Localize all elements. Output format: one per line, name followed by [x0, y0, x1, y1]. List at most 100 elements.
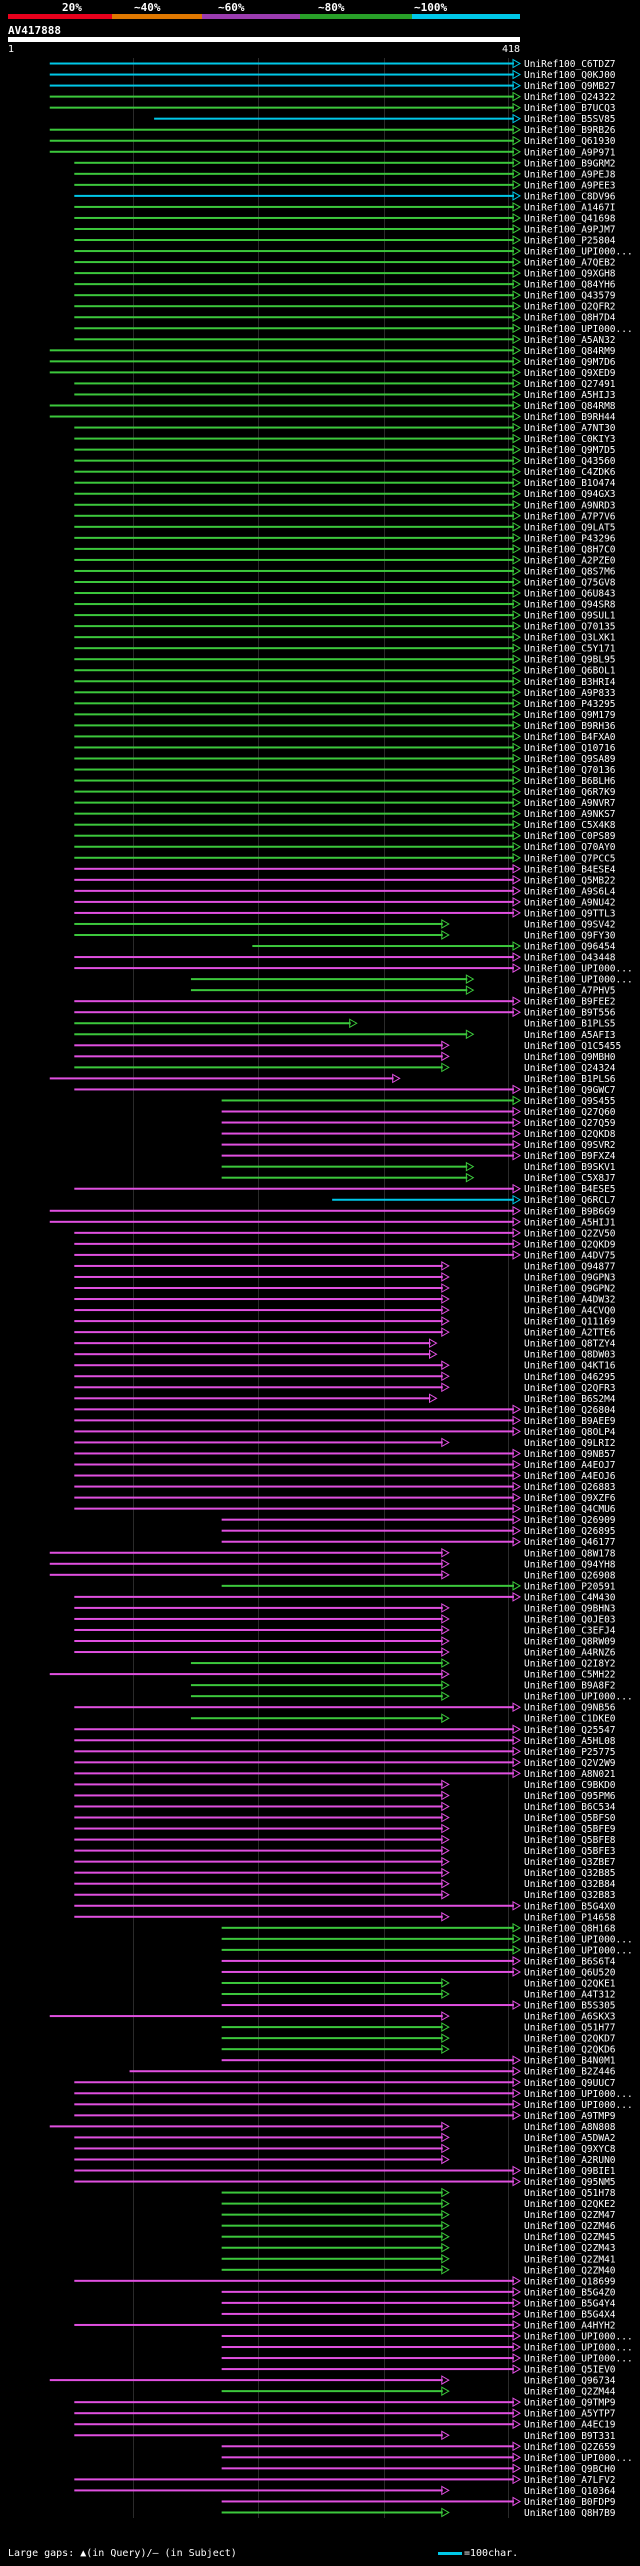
hit-row[interactable]: UniRef100_Q9MBH0 — [74, 1051, 616, 1063]
hit-bar[interactable] — [49, 150, 515, 153]
hit-row[interactable]: UniRef100_B9T331 — [74, 2430, 616, 2442]
hit-label[interactable]: UniRef100_C6TDZ7 — [524, 59, 616, 70]
hit-row[interactable]: UniRef100_UPI000... — [221, 2342, 633, 2354]
hit-label[interactable]: UniRef100_P25804 — [524, 236, 616, 247]
hit-bar[interactable] — [74, 1320, 443, 1323]
hit-label[interactable]: UniRef100_Q9BHN3 — [524, 1603, 616, 1614]
hit-row[interactable]: UniRef100_A5AN32 — [74, 334, 616, 346]
hit-row[interactable]: UniRef100_Q5BFE3 — [74, 1845, 616, 1857]
hit-label[interactable]: UniRef100_A5HL08 — [524, 1736, 616, 1747]
hit-bar[interactable] — [74, 2103, 514, 2106]
hit-label[interactable]: UniRef100_B9RH44 — [524, 412, 616, 423]
hit-label[interactable]: UniRef100_A6SKX3 — [524, 2012, 616, 2023]
hit-label[interactable]: UniRef100_Q5MB22 — [524, 875, 616, 886]
hit-row[interactable]: UniRef100_B3HRI4 — [74, 676, 616, 688]
hit-row[interactable]: UniRef100_Q10364 — [74, 2485, 616, 2497]
hit-bar[interactable] — [49, 95, 515, 98]
hit-row[interactable]: UniRef100_Q2ZV50 — [74, 1227, 616, 1239]
hit-bar[interactable] — [49, 1220, 515, 1223]
hit-row[interactable]: UniRef100_Q32B83 — [74, 1889, 616, 1901]
hit-bar[interactable] — [74, 1253, 514, 1256]
hit-bar[interactable] — [49, 106, 515, 109]
hit-row[interactable]: UniRef100_UPI000... — [190, 974, 633, 986]
hit-row[interactable]: UniRef100_Q9M7D6 — [49, 356, 616, 368]
hit-label[interactable]: UniRef100_Q6BOL1 — [524, 666, 616, 677]
hit-label[interactable]: UniRef100_C5X8J7 — [524, 1173, 616, 1184]
hit-label[interactable]: UniRef100_Q95PM6 — [524, 1791, 616, 1802]
hit-bar[interactable] — [74, 1882, 443, 1885]
hit-bar[interactable] — [74, 1739, 514, 1742]
hit-label[interactable]: UniRef100_Q2QKD6 — [524, 2045, 616, 2056]
hit-label[interactable]: UniRef100_Q27Q59 — [524, 1118, 616, 1129]
hit-bar[interactable] — [252, 945, 514, 948]
hit-row[interactable]: UniRef100_A4T312 — [221, 1989, 616, 2001]
hit-bar[interactable] — [74, 1187, 514, 1190]
hit-bar[interactable] — [74, 227, 514, 230]
hit-row[interactable]: UniRef100_Q0JE03 — [74, 1614, 616, 1625]
hit-row[interactable]: UniRef100_A9TMP9 — [74, 2110, 616, 2122]
hit-bar[interactable] — [74, 713, 514, 716]
hit-row[interactable]: UniRef100_B1O474 — [74, 477, 616, 489]
hit-label[interactable]: UniRef100_Q9FY30 — [524, 930, 616, 941]
hit-label[interactable]: UniRef100_Q70AY0 — [524, 842, 616, 853]
hit-bar[interactable] — [74, 1397, 431, 1400]
hit-label[interactable]: UniRef100_Q5BFE9 — [524, 1824, 616, 1835]
hit-row[interactable]: UniRef100_Q9GPN3 — [74, 1272, 616, 1283]
hit-bar[interactable] — [74, 691, 514, 694]
hit-label[interactable]: UniRef100_UPI000... — [524, 1934, 633, 1945]
hit-bar[interactable] — [221, 1176, 468, 1179]
hit-bar[interactable] — [221, 2037, 443, 2040]
hit-label[interactable]: UniRef100_Q84RM9 — [524, 346, 616, 357]
hit-bar[interactable] — [74, 393, 514, 396]
hit-row[interactable]: UniRef100_C6TDZ7 — [49, 58, 616, 70]
hit-label[interactable]: UniRef100_B2Z446 — [524, 2067, 616, 2078]
hit-bar[interactable] — [221, 2334, 514, 2337]
hit-label[interactable]: UniRef100_C5MH22 — [524, 1670, 616, 1681]
hit-label[interactable]: UniRef100_A5DWA2 — [524, 2133, 616, 2144]
hit-bar[interactable] — [190, 1684, 443, 1687]
hit-label[interactable]: UniRef100_Q51H78 — [524, 2188, 616, 2199]
hit-bar[interactable] — [49, 1573, 443, 1576]
hit-label[interactable]: UniRef100_Q9LRI2 — [524, 1438, 616, 1449]
hit-bar[interactable] — [74, 1264, 443, 1267]
hit-bar[interactable] — [49, 128, 515, 131]
hit-row[interactable]: UniRef100_Q9XED9 — [49, 367, 616, 379]
hit-bar[interactable] — [221, 2235, 443, 2238]
hit-label[interactable]: UniRef100_Q94GX3 — [524, 489, 616, 500]
hit-label[interactable]: UniRef100_A5YTP7 — [524, 2409, 616, 2420]
hit-bar[interactable] — [74, 1022, 351, 1025]
hit-row[interactable]: UniRef100_Q2ZM41 — [221, 2253, 616, 2265]
hit-bar[interactable] — [74, 603, 514, 606]
hit-label[interactable]: UniRef100_A9NKS7 — [524, 809, 616, 820]
hit-bar[interactable] — [74, 1728, 514, 1731]
hit-label[interactable]: UniRef100_C5Y171 — [524, 644, 616, 655]
hit-bar[interactable] — [49, 1673, 443, 1676]
hit-bar[interactable] — [74, 911, 514, 914]
hit-bar[interactable] — [74, 1419, 514, 1422]
hit-row[interactable]: UniRef100_Q27491 — [74, 378, 616, 390]
hit-bar[interactable] — [74, 1750, 514, 1753]
hit-row[interactable]: UniRef100_A2RUN0 — [74, 2154, 616, 2166]
hit-label[interactable]: UniRef100_A9PEE3 — [524, 180, 616, 191]
hit-row[interactable]: UniRef100_Q9BIE1 — [74, 2165, 616, 2177]
hit-label[interactable]: UniRef100_B5G4Z0 — [524, 2287, 616, 2298]
hit-row[interactable]: UniRef100_UPI000... — [221, 2353, 633, 2365]
hit-row[interactable]: UniRef100_Q61930 — [49, 135, 616, 147]
hit-label[interactable]: UniRef100_B9FXZ4 — [524, 1151, 616, 1162]
hit-row[interactable]: UniRef100_B4ESE5 — [74, 1183, 616, 1195]
hit-label[interactable]: UniRef100_Q2QKE2 — [524, 2199, 616, 2210]
hit-row[interactable]: UniRef100_A4HYH2 — [74, 2320, 616, 2331]
hit-label[interactable]: UniRef100_C5X4K8 — [524, 820, 616, 831]
hit-bar[interactable] — [74, 1595, 514, 1598]
hit-label[interactable]: UniRef100_Q1C5455 — [524, 1041, 621, 1052]
hit-bar[interactable] — [74, 790, 514, 793]
hit-label[interactable]: UniRef100_Q43579 — [524, 291, 616, 302]
hit-label[interactable]: UniRef100_Q2QKD9 — [524, 1239, 616, 1250]
hit-row[interactable]: UniRef100_B9RB26 — [49, 124, 616, 136]
hit-bar[interactable] — [221, 2467, 514, 2470]
hit-row[interactable]: UniRef100_A9P833 — [74, 687, 616, 699]
hit-label[interactable]: UniRef100_UPI000... — [524, 324, 633, 335]
hit-row[interactable]: UniRef100_Q8S7M6 — [74, 566, 616, 577]
hit-bar[interactable] — [221, 2357, 514, 2360]
hit-bar[interactable] — [74, 1055, 443, 1058]
